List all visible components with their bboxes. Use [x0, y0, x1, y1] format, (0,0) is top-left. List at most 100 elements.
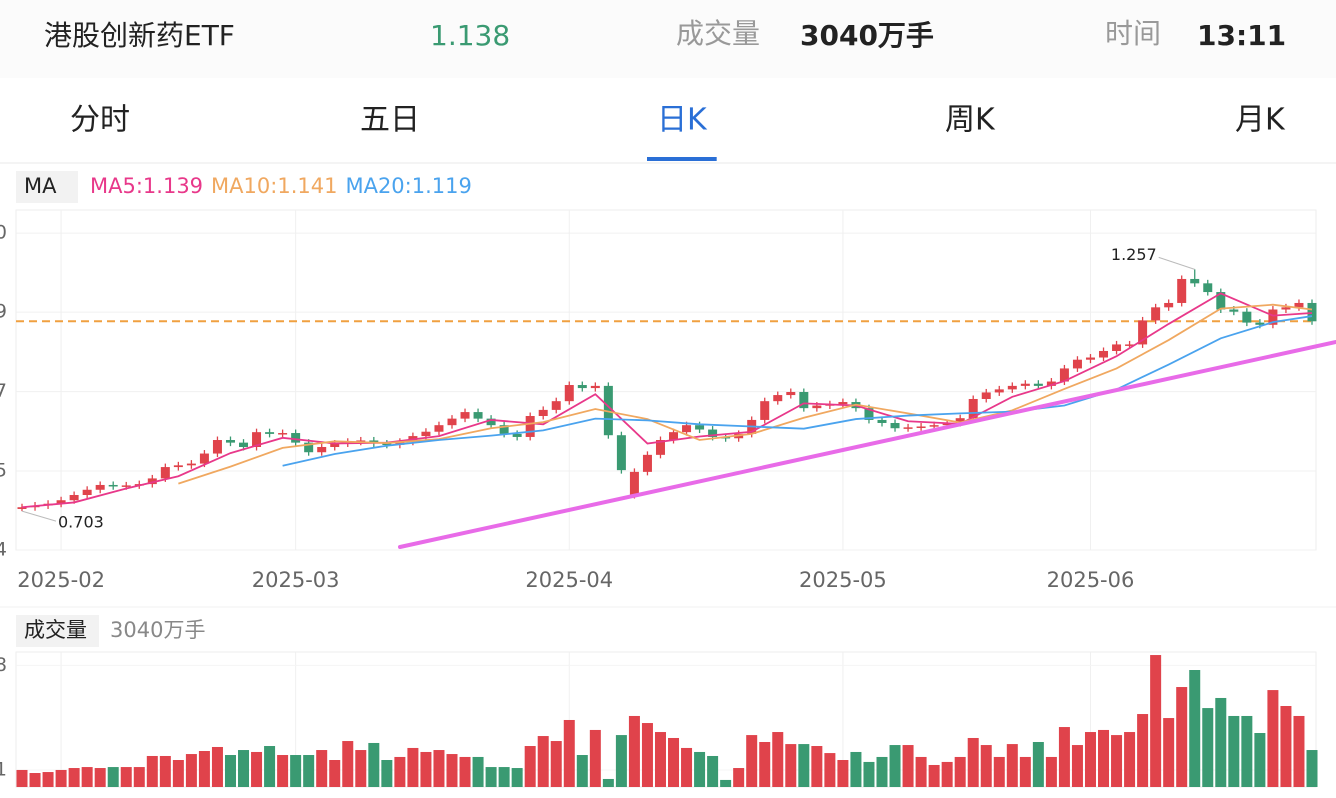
volume-bar — [381, 760, 393, 787]
volume-bar — [264, 746, 276, 787]
candle-body — [538, 409, 548, 417]
volume-bar — [224, 755, 236, 787]
volume-bar — [1176, 687, 1188, 787]
tab[interactable]: 五日 — [360, 103, 420, 138]
candle-body — [1138, 320, 1148, 345]
volume-bar — [159, 755, 171, 787]
volume-bar — [146, 755, 158, 787]
candle-body — [395, 441, 405, 445]
volume-bar — [485, 767, 497, 787]
candle-body — [421, 431, 431, 437]
volume-bar — [1280, 706, 1292, 787]
volume-chart: 1401 9998 — [0, 654, 1318, 787]
volume-bar — [1241, 715, 1253, 787]
volume-bar — [954, 756, 966, 787]
min-label: 0.703 — [58, 513, 104, 532]
candle-body — [1268, 309, 1278, 325]
legend-title: MA — [24, 174, 57, 198]
candle-body — [1255, 322, 1265, 325]
candle-body — [525, 416, 535, 437]
volume-bar — [81, 767, 93, 787]
candle-body — [82, 489, 92, 496]
candle-body — [590, 385, 600, 389]
candle-body — [655, 440, 665, 455]
volume-bar — [694, 751, 706, 787]
candle-body — [278, 433, 288, 435]
volume-bar — [407, 747, 419, 787]
candle-body — [252, 432, 262, 447]
last-price: 1.138 — [430, 19, 510, 52]
volume-bar — [993, 756, 1005, 787]
y-tick-label: 0.795 — [0, 460, 7, 482]
candle-body — [1177, 278, 1187, 303]
volume-bar — [1215, 697, 1227, 787]
volume-bar — [420, 751, 432, 787]
y-tick-label: 1.340 — [0, 222, 7, 244]
candle-body — [121, 485, 131, 487]
candle-body — [356, 440, 366, 442]
volume-bar — [681, 747, 693, 787]
candle-body — [929, 425, 939, 427]
candle-body — [994, 389, 1004, 393]
volume-bar — [654, 732, 666, 787]
volume-bar — [329, 760, 341, 787]
candle-body — [512, 433, 522, 437]
candle-body — [160, 467, 170, 479]
volume-bar — [1084, 732, 1096, 787]
volume-bar — [55, 769, 67, 787]
legend: MA5:1.139 MA10:1.141 MA20:1.119 — [90, 174, 472, 198]
candle-body — [708, 429, 718, 437]
candle-body — [330, 443, 340, 447]
volume-bar — [915, 756, 927, 787]
volume-bar — [1032, 742, 1044, 787]
volume-bar — [759, 742, 771, 787]
candle-body — [265, 432, 275, 434]
candle-body — [1242, 311, 1252, 323]
time-label: 时间 — [1105, 17, 1161, 50]
volume-bar — [889, 745, 901, 787]
fund-name: 港股创新药ETF — [44, 19, 235, 52]
candle-body — [564, 385, 574, 402]
volume-bar — [550, 741, 562, 787]
volume-bar — [1163, 718, 1175, 787]
ma-line — [282, 315, 1313, 467]
ma-line — [178, 303, 1313, 485]
volume-bar — [746, 735, 758, 787]
candle-body — [212, 440, 222, 454]
legend-entry: MA5:1.139 — [90, 174, 203, 198]
volume-bar — [433, 750, 445, 787]
volume-bar — [967, 737, 979, 787]
trend-line — [398, 340, 1336, 549]
volume-bar — [837, 760, 849, 787]
volume-bar — [1124, 732, 1136, 787]
candle-body — [642, 454, 652, 472]
volume-bar — [980, 745, 992, 787]
candle-body — [186, 463, 196, 466]
candle-body — [799, 392, 809, 409]
volume-bar — [107, 767, 119, 787]
volume-bar — [211, 746, 223, 787]
candle-body — [838, 402, 848, 405]
candle-body — [916, 426, 926, 428]
volume-title: 成交量 — [24, 618, 87, 642]
volume-bar — [941, 761, 953, 787]
tab[interactable]: 月K — [1235, 103, 1286, 138]
volume-bar — [42, 772, 54, 787]
candle-body — [147, 478, 157, 485]
volume-bar — [589, 729, 601, 787]
volume-bar — [511, 768, 523, 787]
volume-bar — [1254, 733, 1266, 787]
tab[interactable]: 周K — [945, 103, 996, 138]
candle-body — [1099, 350, 1109, 358]
tab[interactable]: 分时 — [70, 103, 130, 138]
volume-bar — [290, 755, 302, 787]
y-tick-label: 1.159 — [0, 301, 7, 323]
volume-bar — [1045, 756, 1057, 787]
volume-bar — [16, 769, 28, 787]
candle-body — [1007, 385, 1017, 390]
candle-body — [1281, 307, 1291, 310]
tab[interactable]: 日K — [657, 103, 708, 138]
volume-bar — [1228, 715, 1240, 787]
volume-bar — [602, 778, 614, 787]
volume-bar — [185, 754, 197, 787]
